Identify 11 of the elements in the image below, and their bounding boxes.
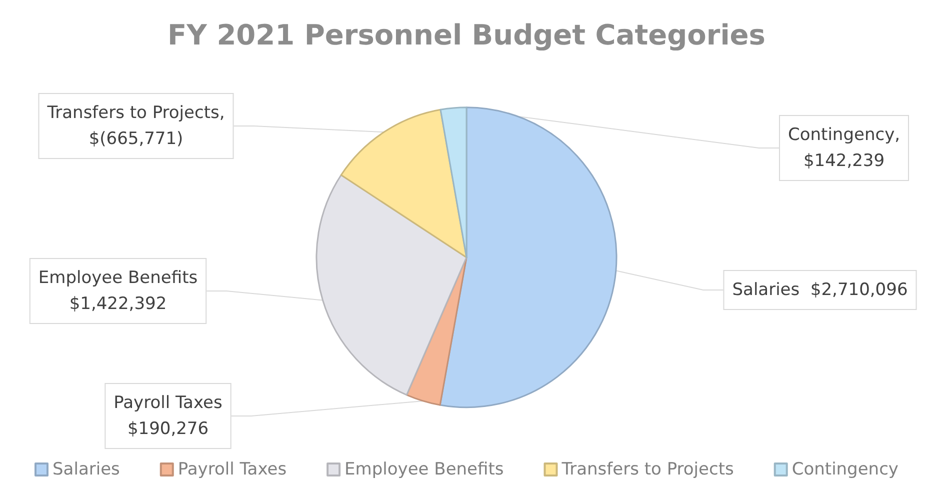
legend-label: Employee Benefits	[344, 460, 504, 480]
legend-label: Salaries	[52, 460, 120, 480]
data-label: Payroll Taxes $190,276	[114, 393, 222, 439]
legend-label: Transfers to Projects	[560, 460, 734, 480]
chart-title: FY 2021 Personnel Budget Categories	[168, 18, 766, 52]
data-label: Contingency, $142,239	[788, 125, 900, 171]
data-label: Salaries $2,710,096	[732, 280, 908, 300]
legend-label: Payroll Taxes	[178, 460, 287, 480]
data-label: Transfers to Projects, $(665,771)	[46, 103, 225, 149]
data-label: Employee Benefits $1,422,392	[38, 268, 198, 314]
legend-label: Contingency	[792, 460, 898, 480]
